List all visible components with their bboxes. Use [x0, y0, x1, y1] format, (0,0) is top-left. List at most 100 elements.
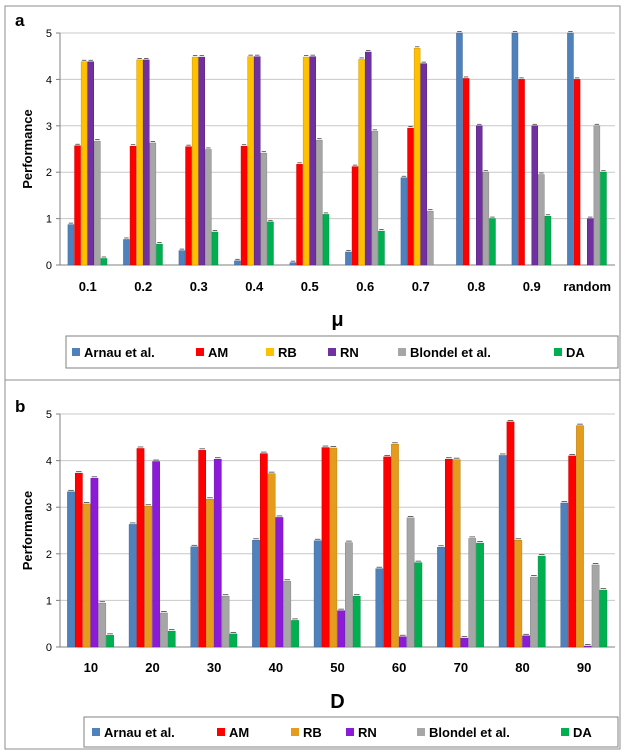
bar: [160, 612, 168, 648]
bar: [462, 78, 470, 266]
bar: [149, 142, 157, 266]
bar: [221, 595, 230, 648]
bar: [198, 56, 205, 266]
legend-label: Blondel et al.: [429, 725, 510, 740]
x-tick-label: 60: [392, 660, 406, 675]
x-tick-label: 0.4: [245, 279, 264, 294]
x-tick-label: 30: [207, 660, 221, 675]
bar: [206, 499, 214, 648]
x-axis-label: D: [330, 691, 344, 713]
x-tick-label: 0.6: [356, 279, 374, 294]
bar: [191, 56, 199, 266]
y-tick-label: 0: [46, 260, 52, 272]
x-tick-label: 80: [515, 660, 529, 675]
y-tick-label: 0: [46, 642, 52, 654]
bar: [593, 125, 601, 266]
bar: [275, 517, 284, 648]
legend: Arnau et al. AM RB RN Blondel et al. DA: [65, 335, 619, 369]
x-tick-label: 0.3: [190, 279, 208, 294]
bar: [427, 210, 434, 266]
bar: [531, 125, 538, 266]
bar: [568, 455, 577, 648]
x-tick-label: 0.5: [301, 279, 319, 294]
bar: [316, 139, 323, 266]
bar: [289, 262, 297, 266]
bar: [260, 152, 268, 266]
panel-label: a: [15, 11, 25, 30]
bar: [152, 461, 160, 648]
bar: [259, 453, 268, 648]
bar: [476, 125, 483, 266]
bar: [522, 635, 530, 648]
legend-swatch: [554, 348, 562, 356]
bar: [358, 59, 365, 266]
bar: [143, 59, 150, 266]
legend-box: [65, 335, 619, 369]
bar: [80, 61, 88, 266]
bar: [573, 79, 581, 266]
legend-swatch: [398, 348, 406, 356]
bar: [567, 32, 574, 266]
legend-label: Blondel et al.: [410, 345, 491, 360]
x-tick-label: 0.9: [523, 279, 541, 294]
bar: [185, 146, 192, 266]
x-tick-label: 40: [269, 660, 283, 675]
bar: [254, 56, 261, 266]
legend-swatch: [196, 348, 204, 356]
bar: [291, 620, 299, 648]
chart-panel-a: 0 1 2 3 4 5 a Performance 0.1 0.2 0.3 0.4 0.5 0.6 0.7 0…: [4, 5, 621, 382]
bar: [506, 421, 515, 648]
bar: [398, 636, 407, 648]
bar: [560, 502, 569, 648]
legend-label: Arnau et al.: [84, 345, 155, 360]
bar: [444, 458, 453, 648]
bar: [313, 540, 322, 648]
legend-label: DA: [566, 345, 585, 360]
bar: [514, 540, 523, 648]
bar: [67, 491, 75, 648]
legend-label: RB: [303, 725, 322, 740]
x-tick-label: 0.7: [412, 279, 430, 294]
y-tick-label: 5: [46, 409, 52, 421]
x-tick-label: 70: [454, 660, 468, 675]
x-axis-label: μ: [331, 309, 343, 331]
x-tick-label: 50: [330, 660, 344, 675]
bar: [329, 447, 338, 648]
legend-swatch: [92, 728, 100, 736]
bar: [240, 145, 248, 266]
bar: [511, 32, 519, 266]
legend-swatch: [291, 728, 299, 736]
chart-panel-b: 0 1 2 3 4 5 b Performance 10 20 30 40 50 60 70 80 90 D Arn…: [4, 379, 621, 750]
bar: [128, 524, 137, 648]
bar: [482, 171, 490, 266]
bar: [267, 473, 276, 648]
y-axis-label: Performance: [20, 109, 35, 188]
bar: [98, 602, 107, 648]
bar: [351, 166, 359, 266]
y-tick-label: 4: [46, 456, 52, 468]
bar: [82, 503, 91, 648]
bar: [383, 456, 392, 648]
bar: [407, 127, 414, 266]
bar: [378, 230, 385, 266]
bar: [229, 633, 238, 648]
x-tick-label: 0.2: [134, 279, 152, 294]
bar: [74, 145, 81, 266]
bar: [518, 79, 525, 266]
bar: [129, 145, 137, 266]
bar: [365, 51, 372, 266]
y-axis-label: Performance: [20, 491, 35, 570]
bar: [583, 645, 592, 648]
legend-swatch: [328, 348, 336, 356]
bar: [391, 444, 399, 648]
x-tick-label: 10: [84, 660, 98, 675]
bar: [420, 63, 427, 266]
bar: [136, 59, 143, 266]
bar: [211, 231, 219, 266]
bar: [576, 425, 584, 648]
bar: [321, 447, 330, 648]
bar: [190, 546, 199, 648]
bar: [100, 258, 108, 266]
bar: [322, 214, 330, 266]
bar: [414, 562, 423, 648]
